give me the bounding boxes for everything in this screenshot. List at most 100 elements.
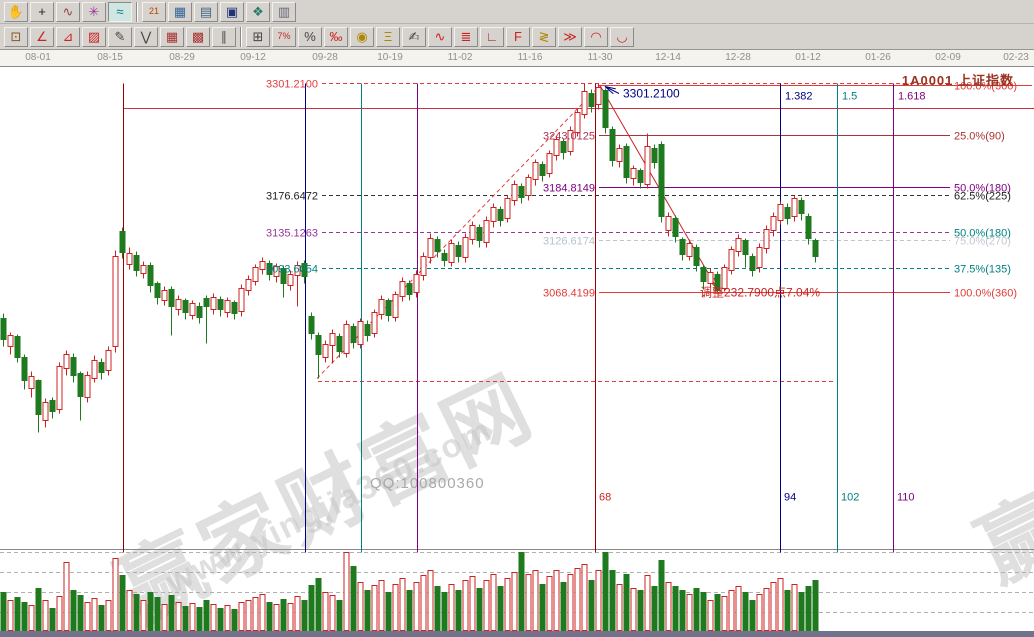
candle-body [252, 267, 259, 282]
parallel-lines-icon[interactable]: ∥ [212, 26, 236, 47]
polyline-tool-icon[interactable]: ∿ [56, 1, 80, 22]
volume-bar [539, 584, 546, 631]
candle-body [322, 344, 329, 358]
candle-body [63, 354, 70, 369]
volume-bar [742, 592, 749, 631]
price-level-label: 3135.1263 [266, 228, 318, 240]
percent-tool-icon[interactable]: % [298, 26, 322, 47]
volume-bar [504, 578, 511, 631]
candle-body [763, 229, 770, 249]
bottom-scroll-strip[interactable] [0, 631, 1034, 637]
candle-body [791, 198, 798, 217]
date-label: 12-14 [655, 52, 681, 63]
volume-bar [252, 597, 259, 631]
candle-body [644, 146, 651, 185]
symbol-title: 1A0001 上证指数 [901, 73, 1014, 88]
volume-bar [70, 590, 77, 631]
save-icon[interactable]: ▣ [220, 1, 244, 22]
price-chart-svg[interactable]: 3301.2100 100.0%(360) 3243.0125 25.0%(90) 31… [0, 67, 1034, 631]
calculator-icon[interactable]: ▦ [168, 1, 192, 22]
volume-bar [602, 552, 609, 631]
candle-body [378, 299, 385, 315]
golden-diagonal-icon[interactable]: ≷ [532, 26, 556, 47]
percent-retrace-icon[interactable]: 7% [272, 26, 296, 47]
volume-bar [189, 603, 196, 631]
volume-bar [679, 590, 686, 631]
date-label: 02-23 [1003, 52, 1029, 63]
volume-bar [392, 584, 399, 631]
gann-web-icon[interactable]: ✳ [82, 1, 106, 22]
percent-level-label: 75.0%(270) [954, 236, 1011, 248]
print-icon[interactable]: ▥ [272, 1, 296, 22]
candle-body [602, 90, 609, 128]
candle-body [812, 240, 819, 257]
calendar-icon[interactable]: 21 [142, 1, 166, 22]
volume-bar [126, 590, 133, 631]
golden-section-icon[interactable]: Ξ [376, 26, 400, 47]
date-label: 09-28 [312, 52, 338, 63]
volume-bar [7, 600, 14, 631]
brush-tool-icon[interactable]: ✍ [402, 26, 426, 47]
measure-tool-icon[interactable]: ⊞ [246, 26, 270, 47]
ratio-label: 1.618 [898, 91, 926, 103]
candle-body [469, 225, 476, 240]
volume-bar [588, 580, 595, 631]
volume-bar [644, 575, 651, 631]
candle-body [147, 265, 154, 286]
angle-line-icon[interactable]: ∟ [480, 26, 504, 47]
candle-body [196, 306, 203, 318]
candle-body [119, 231, 126, 253]
zigzag-tool-icon[interactable]: ⋁ [134, 26, 158, 47]
volume-bar [791, 584, 798, 631]
crosshair-tool-icon[interactable]: + [30, 1, 54, 22]
volume-bar [273, 604, 280, 631]
volume-bar [357, 582, 364, 631]
volume-bar [651, 586, 658, 631]
report-icon[interactable]: ▤ [194, 1, 218, 22]
candle-body [105, 350, 112, 371]
candle-body [455, 245, 462, 257]
grid-tool-icon[interactable]: ▦ [160, 26, 184, 47]
gann-grid-icon[interactable]: ▨ [82, 26, 106, 47]
candle-body [441, 253, 448, 261]
candle-body [175, 299, 182, 310]
golden-circle-icon[interactable]: ◉ [350, 26, 374, 47]
wave-lines-icon[interactable]: ∿ [428, 26, 452, 47]
volume-bar [735, 586, 742, 631]
gann-fan-icon[interactable]: ∠ [30, 26, 54, 47]
volume-bar [546, 576, 553, 631]
hand-tool-icon[interactable]: ✋ [4, 1, 28, 22]
date-label: 10-19 [377, 52, 403, 63]
volume-bar [329, 595, 336, 631]
volume-bar [49, 608, 56, 631]
volume-bar [168, 595, 175, 631]
wave-tool-icon[interactable]: ≈ [108, 1, 132, 22]
candle-body [707, 272, 714, 284]
volume-bar [133, 594, 140, 631]
gann-box-icon[interactable]: ▩ [186, 26, 210, 47]
fib-fan-icon[interactable]: ⊿ [56, 26, 80, 47]
golden-lines-icon[interactable]: ≣ [454, 26, 478, 47]
percent-level-label: 25.0%(90) [954, 131, 1005, 143]
speed-lines-icon[interactable]: ≫ [558, 26, 582, 47]
candle-body [651, 148, 658, 163]
candle-body [539, 164, 546, 176]
arc-tool-icon[interactable]: ◠ [584, 26, 608, 47]
percent-lines-icon[interactable]: ‰ [324, 26, 348, 47]
candle-body [245, 279, 252, 291]
volume-bar [287, 603, 294, 631]
candle-body [672, 218, 679, 237]
volume-bar [63, 562, 70, 631]
candle-body [231, 302, 238, 314]
fib-channel-icon[interactable]: F [506, 26, 530, 47]
volume-bar [441, 592, 448, 631]
candle-body [357, 321, 364, 345]
volume-bar [385, 592, 392, 631]
candle-body [777, 204, 784, 221]
pencil-tool-icon[interactable]: ✎ [108, 26, 132, 47]
trend-line [316, 85, 601, 379]
cycle-tool-icon[interactable]: ◡ [610, 26, 634, 47]
date-label: 01-26 [865, 52, 891, 63]
network-icon[interactable]: ❖ [246, 1, 270, 22]
box-tool-icon[interactable]: ⊡ [4, 26, 28, 47]
